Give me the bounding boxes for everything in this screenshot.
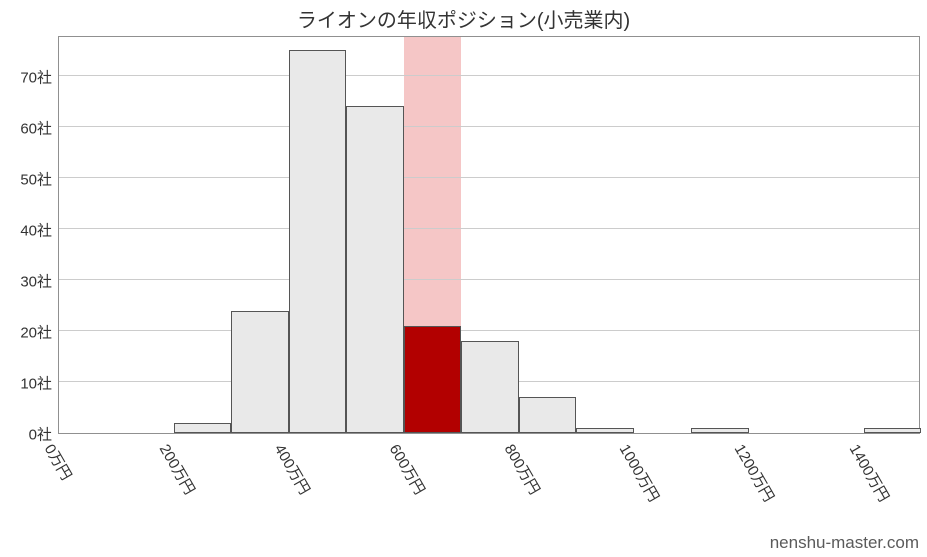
gridline — [59, 330, 919, 331]
y-tick-label: 0社 — [0, 424, 52, 445]
gridline — [59, 126, 919, 127]
y-tick-label: 40社 — [0, 219, 52, 240]
histogram-bar — [174, 423, 231, 433]
gridline — [59, 228, 919, 229]
chart-title: ライオンの年収ポジション(小売業内) — [0, 4, 927, 33]
histogram-bar — [346, 106, 403, 433]
y-tick-label: 70社 — [0, 66, 52, 87]
histogram-bar — [461, 341, 518, 433]
credit-text: nenshu-master.com — [770, 533, 919, 553]
gridline — [59, 75, 919, 76]
histogram-bar — [231, 311, 288, 433]
y-tick-label: 20社 — [0, 321, 52, 342]
histogram-bar — [519, 397, 576, 433]
y-tick-label: 50社 — [0, 168, 52, 189]
y-tick-label: 10社 — [0, 372, 52, 393]
gridline — [59, 177, 919, 178]
histogram-bar — [576, 428, 633, 433]
chart-container: ライオンの年収ポジション(小売業内) 0社 10社 20社 30社 40社 50社 60社 7… — [0, 0, 927, 557]
plot-area — [58, 36, 920, 434]
histogram-bar — [691, 428, 748, 433]
y-tick-label: 60社 — [0, 117, 52, 138]
gridline — [59, 279, 919, 280]
y-tick-label: 30社 — [0, 270, 52, 291]
histogram-bar — [289, 50, 346, 433]
histogram-bar — [404, 326, 461, 433]
histogram-bar — [864, 428, 921, 433]
